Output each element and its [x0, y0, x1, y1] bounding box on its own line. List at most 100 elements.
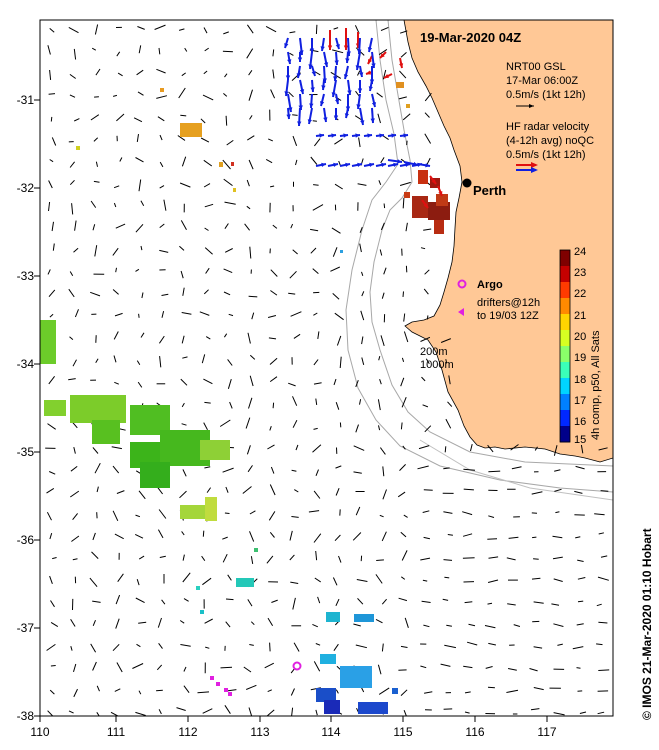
gsl-arrow: [531, 491, 543, 495]
gsl-arrow: [464, 691, 471, 694]
gsl-arrow: [425, 358, 430, 365]
gsl-arrow: [357, 598, 364, 605]
hf-arrowhead: [335, 99, 340, 104]
gsl-arrow: [92, 600, 101, 603]
gsl-arrow: [382, 489, 387, 500]
gsl-arrow: [182, 554, 185, 561]
gsl-arrow: [575, 465, 585, 470]
gsl-arrow: [290, 581, 299, 584]
gsl-arrow: [420, 557, 431, 561]
gsl-arrow: [92, 447, 99, 454]
hf-arrowhead: [360, 120, 365, 125]
lat-tick-label: -34: [17, 357, 35, 371]
gsl-arrow: [314, 138, 321, 147]
gsl-arrow: [269, 376, 278, 383]
gsl-arrow: [71, 203, 74, 215]
hf-arrowhead: [323, 117, 328, 122]
gsl-arrow: [313, 184, 319, 186]
gsl-arrow: [249, 510, 256, 515]
gsl-arrow: [202, 530, 205, 537]
lon-tick-label: 112: [178, 725, 197, 739]
hf-arrowhead: [297, 57, 303, 62]
gsl-arrow: [424, 691, 433, 694]
gsl-arrow: [290, 688, 295, 696]
drifter-marker[interactable]: [458, 308, 464, 316]
gsl-arrow: [377, 399, 381, 411]
gsl-arrow: [112, 643, 120, 652]
gsl-arrow: [138, 490, 146, 500]
gsl-arrow: [89, 577, 98, 588]
gsl-arrow: [379, 379, 382, 385]
gsl-arrow: [310, 228, 319, 232]
gsl-arrow: [90, 114, 100, 121]
gsl-arrow: [114, 381, 119, 385]
gsl-arrow: [291, 469, 297, 472]
gsl-arrow: [116, 113, 125, 122]
gsl-arrow: [266, 555, 274, 564]
hf-arrowhead: [343, 45, 349, 50]
gsl-arrow: [91, 47, 97, 51]
gsl-arrow: [554, 469, 561, 472]
argo-marker[interactable]: [292, 661, 302, 671]
gsl-arrow: [313, 312, 318, 316]
gsl-arrow: [70, 618, 76, 627]
gsl-arrow: [335, 402, 340, 410]
gsl-arrow: [332, 293, 340, 300]
gsl-arrow: [485, 666, 493, 669]
gsl-arrow: [353, 445, 365, 451]
gsl-arrow: [598, 669, 610, 671]
hf-arrowhead: [299, 89, 305, 94]
gsl-arrow: [247, 465, 253, 473]
gsl-arrow: [288, 91, 294, 98]
gsl-arrow: [158, 509, 167, 519]
gsl-arrow: [203, 70, 208, 75]
gsl-arrow: [399, 30, 408, 34]
gsl-arrow: [204, 227, 209, 231]
gsl-arrow: [135, 711, 146, 716]
gsl-arrow: [405, 222, 408, 232]
lon-tick-label: 115: [393, 725, 412, 739]
gsl-arrow: [46, 487, 55, 494]
hf-arrowhead: [355, 65, 360, 70]
gsl-arrow: [244, 223, 250, 231]
gsl-arrow: [112, 465, 120, 474]
colorbar-segment: [560, 282, 570, 299]
hf-arrowhead: [345, 58, 350, 63]
gsl-arrow: [289, 270, 297, 279]
gsl-arrow: [137, 381, 143, 388]
colorbar-segment: [560, 330, 570, 347]
gsl-arrow: [49, 159, 54, 163]
gsl-arrow: [113, 185, 120, 189]
gsl-arrow: [577, 577, 586, 580]
gsl-arrow: [68, 288, 75, 298]
argo-marker[interactable]: [457, 279, 467, 289]
gsl-arrow: [596, 643, 603, 646]
gsl-arrow: [375, 618, 383, 624]
gsl-arrow: [71, 535, 80, 542]
gsl-arrow: [269, 531, 275, 538]
gsl-arrow: [91, 551, 99, 559]
gsl-legend-line1: NRT00 GSL: [506, 61, 566, 73]
gsl-arrow: [335, 689, 339, 694]
perth-marker[interactable]: [462, 178, 472, 188]
gsl-arrow: [401, 397, 407, 408]
gsl-arrow: [269, 357, 278, 365]
gsl-arrow: [247, 332, 251, 344]
isobath-1000m-label: 1000m: [420, 359, 454, 371]
gsl-arrow: [338, 555, 342, 563]
date-title: 19-Mar-2020 04Z: [420, 30, 521, 45]
gsl-arrow: [250, 621, 255, 626]
sst-colorbar: [560, 250, 570, 443]
gsl-arrow: [440, 338, 451, 343]
lat-tick-label: -33: [17, 269, 35, 283]
gsl-arrow: [46, 643, 56, 651]
gsl-arrow: [353, 623, 361, 627]
gsl-arrow: [90, 291, 101, 297]
gsl-arrow: [111, 446, 122, 450]
gsl-arrow: [269, 484, 276, 496]
gsl-arrow: [400, 689, 408, 696]
gsl-arrow: [355, 506, 361, 516]
gsl-arrow: [380, 157, 385, 164]
gsl-arrow: [402, 197, 405, 209]
gsl-arrow: [315, 24, 318, 35]
